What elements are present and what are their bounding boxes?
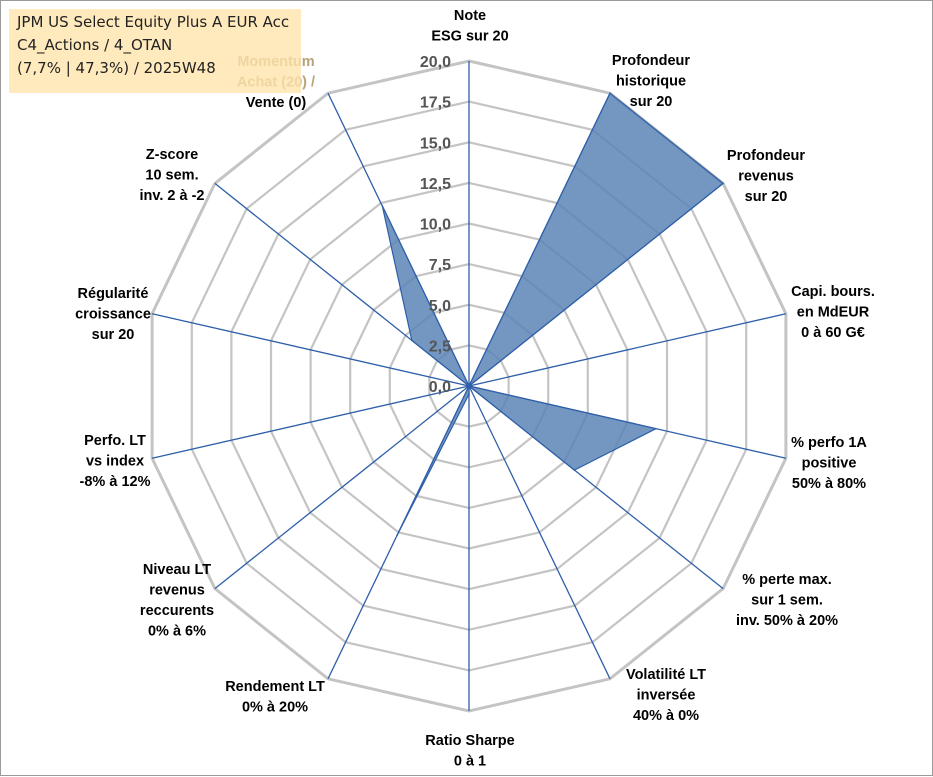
axis-label: 40% à 0% (633, 708, 699, 724)
axis-spoke (468, 385, 611, 680)
axis-label: inv. 2 à -2 (139, 188, 204, 204)
axis-label: Vente (0) (246, 95, 307, 111)
fund-category: C4_Actions / 4_OTAN (17, 36, 173, 54)
tick-label: 15,0 (420, 135, 451, 152)
tick-label: 10,0 (420, 217, 451, 234)
chart-title-box: JPM US Select Equity Plus A EUR Acc C4_A… (9, 9, 301, 93)
tick-label: 20,0 (420, 54, 451, 71)
axis-label: -8% à 12% (80, 474, 151, 490)
axis-label: Rendement LT (225, 679, 325, 695)
data-point (411, 339, 413, 342)
axis-label: vs index (86, 454, 144, 470)
tick-label: 7,5 (429, 257, 451, 274)
radar-axis-labels: Note ESG sur 20 Profondeur historique sur 20… (75, 8, 875, 770)
axis-label: 0 à 1 (454, 754, 486, 770)
data-point (722, 182, 724, 185)
data-point (468, 393, 470, 395)
radar-series (381, 92, 724, 537)
axis-label: 10 sem. (145, 168, 198, 184)
axis-label: Régularité (78, 286, 149, 302)
tick-label: 0,0 (429, 379, 451, 396)
axis-label: en MdEUR (797, 305, 870, 321)
axis-label: inversée (637, 688, 696, 704)
tick-label: 17,5 (420, 95, 451, 112)
axis-label: 0% à 20% (242, 700, 308, 716)
axis-label: sur 20 (92, 327, 135, 343)
axis-label: % perte max. (742, 572, 831, 588)
axis-label: reccurents (140, 603, 214, 619)
axis-label: Niveau LT (143, 562, 211, 578)
axis-label: Z-score (146, 147, 198, 163)
axis-label: revenus (149, 583, 205, 599)
axis-label: Volatilité LT (626, 667, 706, 683)
data-point (609, 92, 611, 94)
tick-label: 12,5 (420, 176, 451, 193)
data-point (655, 427, 657, 430)
data-point (381, 205, 384, 207)
fund-name: JPM US Select Equity Plus A EUR Acc (17, 13, 290, 31)
axis-spoke (151, 385, 470, 459)
axis-label: 50% à 80% (792, 476, 866, 492)
data-point (396, 534, 398, 537)
data-point (468, 385, 470, 387)
axis-label: ESG sur 20 (431, 29, 508, 45)
axis-label: sur 20 (745, 189, 788, 205)
axis-label: Perfo. LT (84, 433, 146, 449)
axis-label: croissance (75, 307, 151, 323)
axis-label: inv. 50% à 20% (736, 613, 838, 629)
axis-label: % perfo 1A (791, 435, 867, 451)
radar-tick-labels: 0,0 2,5 5,0 7,5 10,0 12,5 15,0 17,5 20,0 (420, 54, 451, 396)
axis-label: positive (802, 456, 857, 472)
axis-label: Profondeur (727, 148, 805, 164)
fund-stats: (7,7% | 47,3%) / 2025W48 (17, 59, 216, 77)
axis-label: 0 à 60 G€ (801, 325, 865, 341)
axis-label: sur 20 (630, 94, 673, 110)
axis-spoke (151, 313, 470, 387)
axis-spoke (468, 313, 787, 387)
axis-label: sur 1 sem. (751, 593, 823, 609)
axis-label: revenus (738, 169, 794, 185)
axis-label: Note (454, 8, 486, 24)
axis-label: Capi. bours. (791, 284, 875, 300)
axis-spoke (214, 385, 470, 590)
axis-label: 0% à 6% (148, 624, 206, 640)
tick-label: 5,0 (429, 298, 451, 315)
axis-label: Profondeur (612, 53, 690, 69)
tick-label: 2,5 (429, 338, 451, 355)
axis-label: historique (616, 74, 686, 90)
data-point (573, 469, 576, 471)
axis-label: Ratio Sharpe (425, 733, 514, 749)
